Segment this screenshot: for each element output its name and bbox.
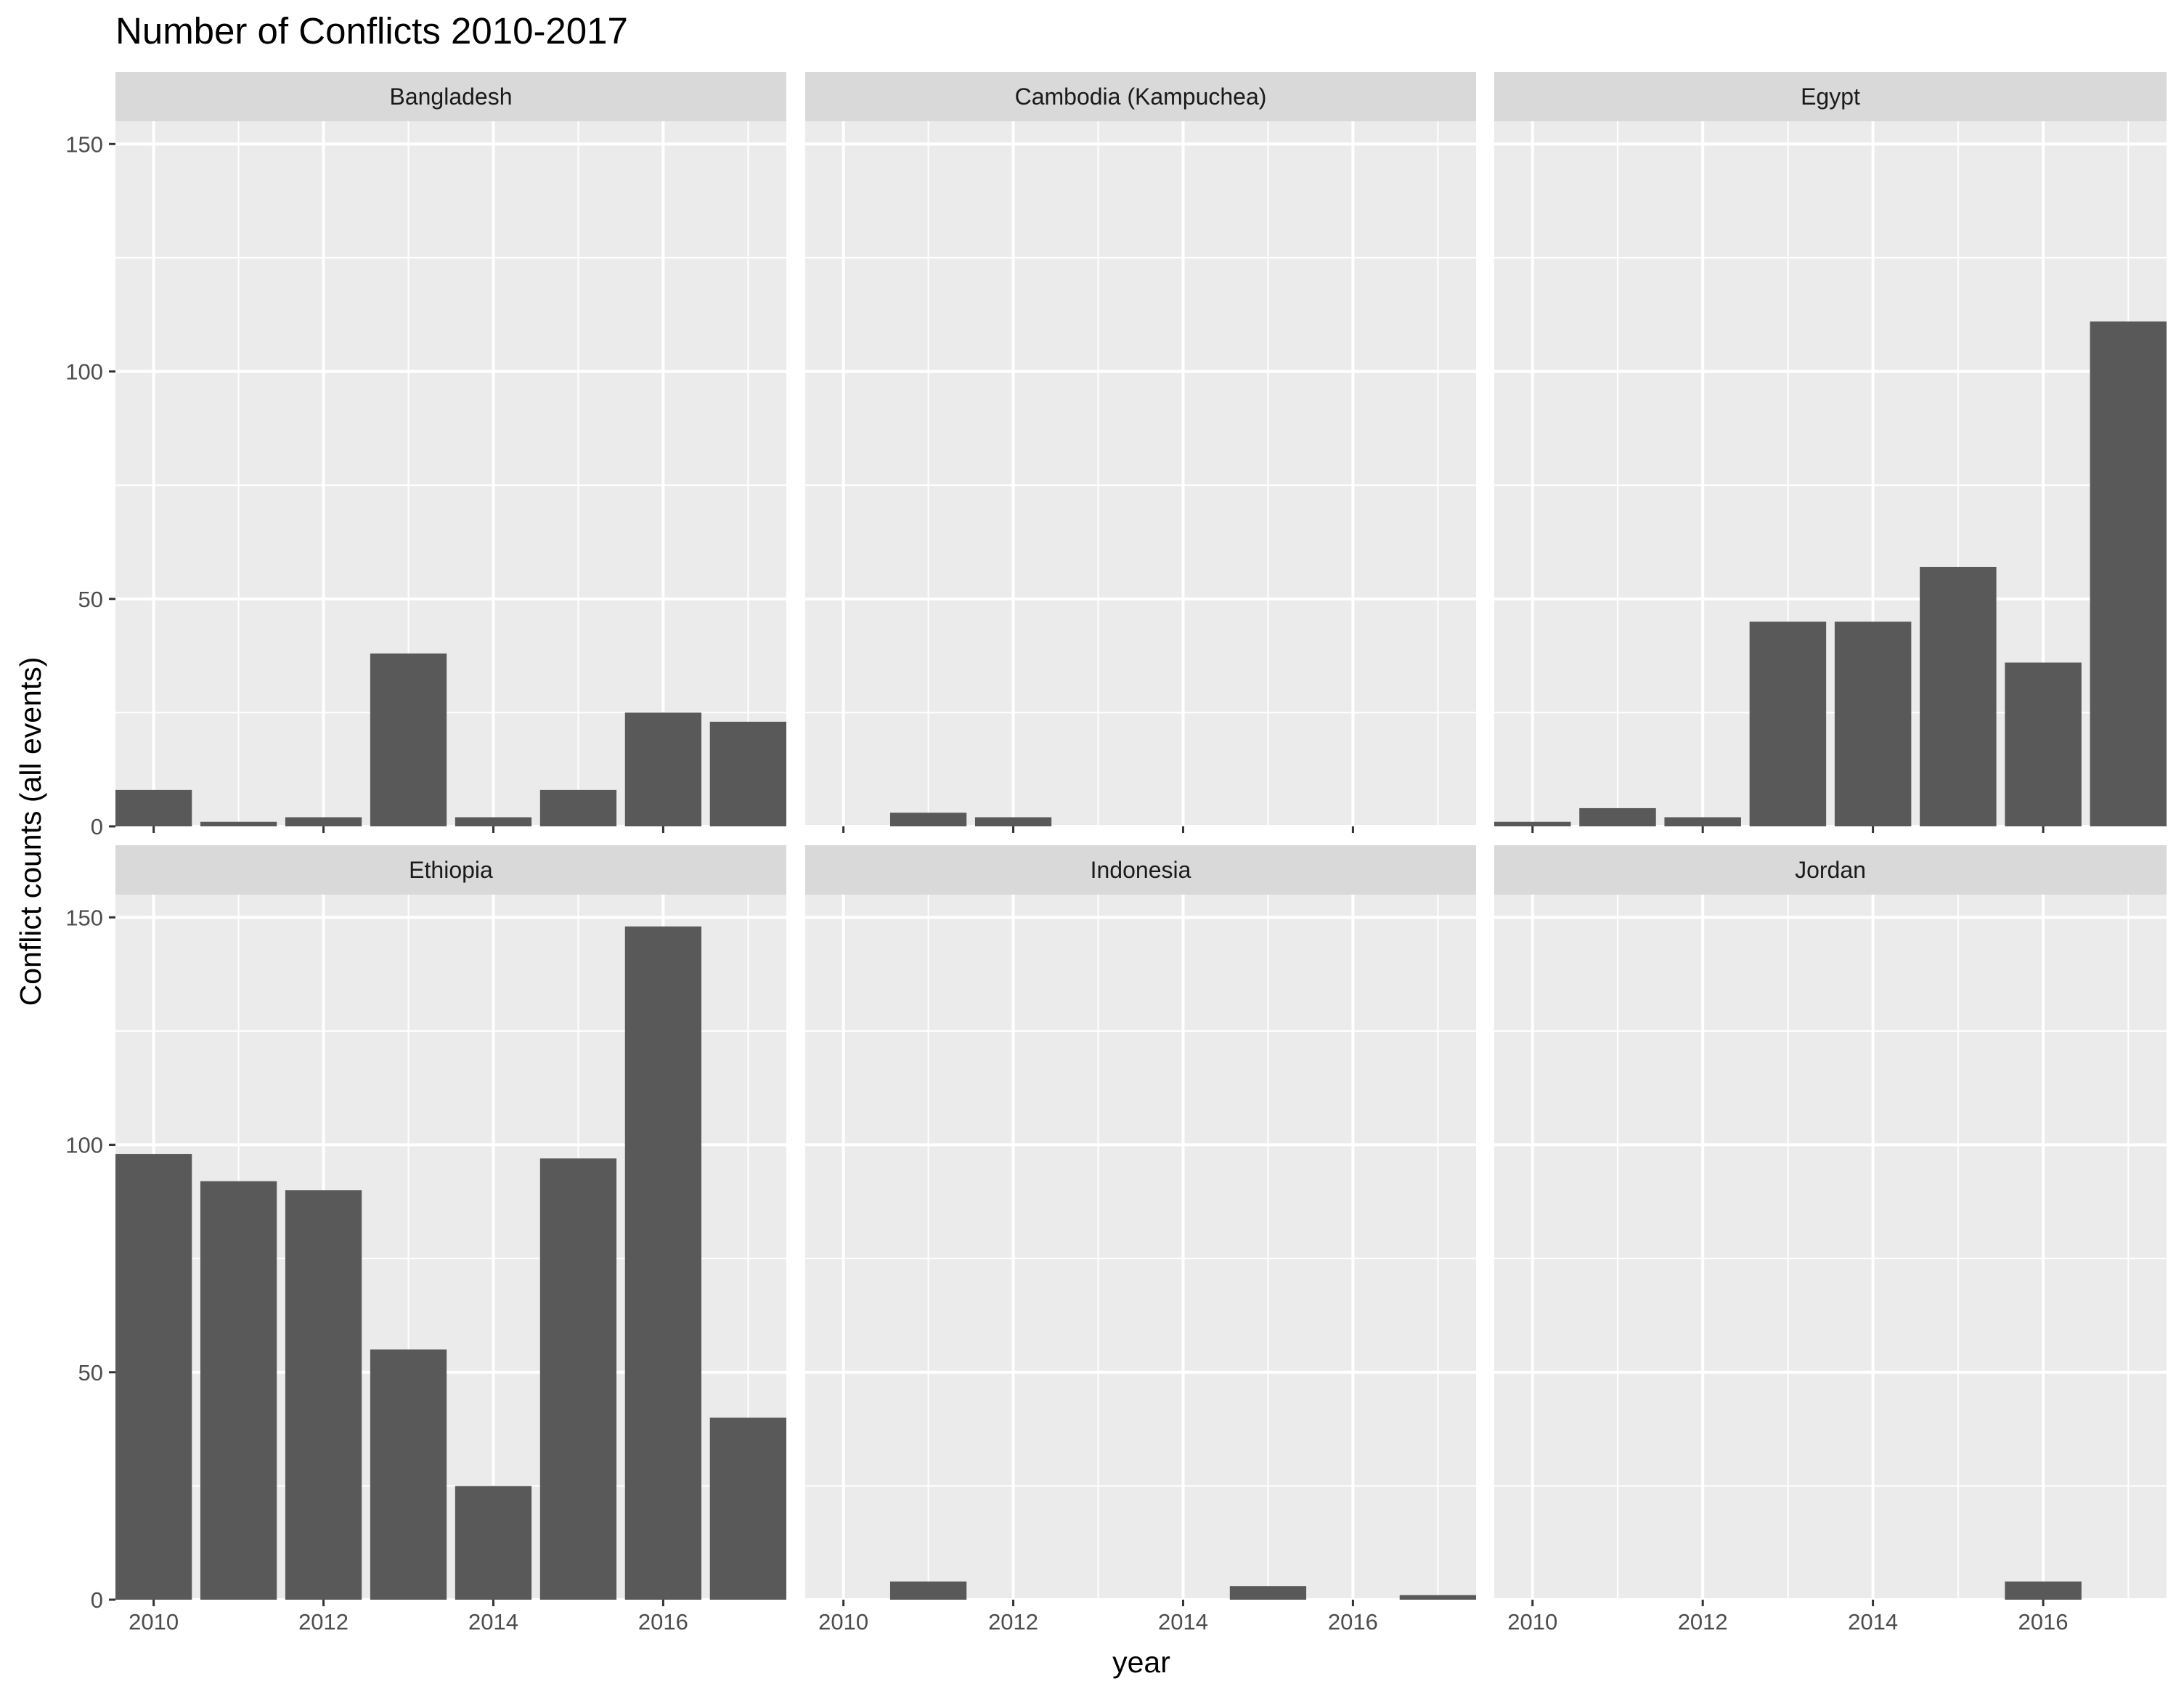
facet-panel: Bangladesh 0 50 100 150 xyxy=(65,72,786,839)
x-tick-label: 2010 xyxy=(129,1609,179,1635)
y-tick-label: 50 xyxy=(78,1360,103,1385)
bar xyxy=(370,653,447,826)
x-tick-label: 2010 xyxy=(818,1609,868,1635)
bar xyxy=(709,1417,786,1600)
bar xyxy=(1579,807,1656,826)
x-tick-label: 2014 xyxy=(1158,1609,1208,1635)
bar xyxy=(1399,1595,1476,1600)
x-tick-label: 2016 xyxy=(1328,1609,1378,1635)
facet-strip-label: Indonesia xyxy=(1091,857,1191,883)
y-tick-label: 150 xyxy=(65,131,103,157)
bar xyxy=(455,1486,532,1600)
facet-panel: Ethiopia 0 50 100 150 2010 2012 2014 2016 xyxy=(65,845,786,1635)
x-tick-label: 2014 xyxy=(468,1609,518,1635)
facet-strip-label: Bangladesh xyxy=(389,84,512,110)
bar xyxy=(285,1190,362,1600)
facet-strip xyxy=(115,845,786,895)
bar xyxy=(285,817,362,826)
bar xyxy=(2090,321,2167,827)
bar xyxy=(1749,622,1827,826)
panel-background xyxy=(115,121,786,826)
facet-strip xyxy=(1494,72,2167,121)
y-axis-title: Conflict counts (all events) xyxy=(14,657,47,1006)
bar xyxy=(2005,1581,2082,1600)
x-axis-title: year xyxy=(1112,1645,1170,1679)
panels-layer: Bangladesh 0 50 100 150 Cambodia (Kampuchea) E… xyxy=(65,72,2167,1635)
bar xyxy=(974,817,1052,826)
bar xyxy=(115,789,192,826)
bar xyxy=(1920,566,1997,826)
bar xyxy=(624,926,702,1600)
x-tick-label: 2010 xyxy=(1507,1609,1557,1635)
panel-background xyxy=(805,121,1476,826)
panel-background xyxy=(805,895,1476,1600)
bar xyxy=(1834,622,1912,826)
facet-panel: Jordan 2010 2012 2014 2016 xyxy=(1494,845,2167,1635)
bar xyxy=(624,712,702,826)
x-tick-label: 2014 xyxy=(1848,1609,1898,1635)
bar xyxy=(115,1154,192,1600)
x-tick-label: 2016 xyxy=(638,1609,688,1635)
bar xyxy=(889,1581,967,1600)
facet-panel: Indonesia 2010 2012 2014 2016 xyxy=(805,845,1476,1635)
bar xyxy=(539,789,617,826)
x-tick-label: 2012 xyxy=(988,1609,1038,1635)
y-tick-label: 50 xyxy=(78,587,103,612)
chart-title: Number of Conflicts 2010-2017 xyxy=(115,10,628,52)
y-tick-label: 100 xyxy=(65,359,103,385)
bar xyxy=(539,1158,617,1600)
x-tick-label: 2016 xyxy=(2018,1609,2069,1635)
y-tick-label: 0 xyxy=(91,1587,103,1613)
facet-strip xyxy=(805,845,1476,895)
bar xyxy=(200,821,277,826)
bar xyxy=(370,1349,447,1600)
bar xyxy=(709,721,786,826)
y-tick-label: 150 xyxy=(65,905,103,930)
bar xyxy=(455,817,532,826)
facet-strip-label: Cambodia (Kampuchea) xyxy=(1015,84,1267,110)
x-tick-label: 2012 xyxy=(298,1609,349,1635)
x-tick-label: 2012 xyxy=(1678,1609,1728,1635)
bar xyxy=(889,813,967,826)
bar xyxy=(2005,662,2082,826)
bar xyxy=(1229,1586,1307,1600)
panel-background xyxy=(1494,895,2167,1600)
y-tick-label: 100 xyxy=(65,1133,103,1158)
bar xyxy=(200,1181,277,1600)
facet-strip xyxy=(805,72,1476,121)
facet-panel: Cambodia (Kampuchea) xyxy=(805,72,1476,833)
facet-panel: Egypt xyxy=(1494,72,2167,833)
bar xyxy=(1494,821,1571,826)
facet-strip-label: Egypt xyxy=(1801,84,1860,110)
y-tick-label: 0 xyxy=(91,814,103,839)
facet-strip xyxy=(115,72,786,121)
bar xyxy=(1664,817,1741,826)
facet-strip-label: Ethiopia xyxy=(409,857,493,883)
facet-strip xyxy=(1494,845,2167,895)
facet-strip-label: Jordan xyxy=(1795,857,1866,883)
